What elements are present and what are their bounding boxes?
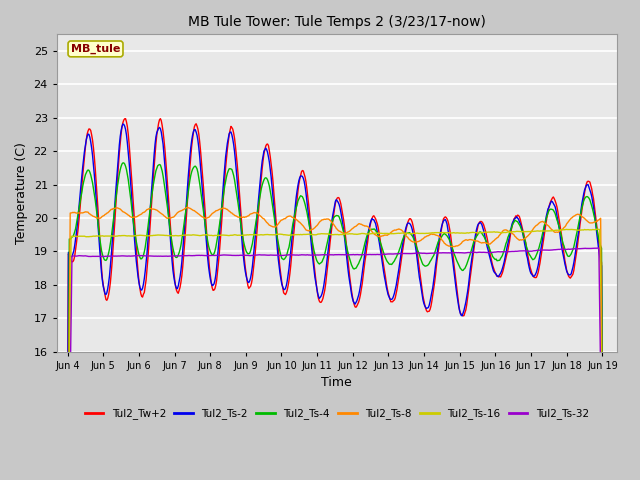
Y-axis label: Temperature (C): Temperature (C) [15,142,28,244]
Text: MB_tule: MB_tule [71,44,120,54]
Legend: Tul2_Tw+2, Tul2_Ts-2, Tul2_Ts-4, Tul2_Ts-8, Tul2_Ts-16, Tul2_Ts-32: Tul2_Tw+2, Tul2_Ts-2, Tul2_Ts-4, Tul2_Ts… [81,404,593,423]
X-axis label: Time: Time [321,376,352,389]
Title: MB Tule Tower: Tule Temps 2 (3/23/17-now): MB Tule Tower: Tule Temps 2 (3/23/17-now… [188,15,486,29]
